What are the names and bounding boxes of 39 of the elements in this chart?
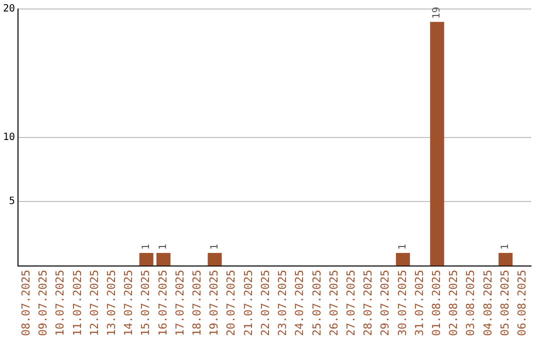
- x-tick-label: 24.07.2025: [293, 270, 306, 336]
- x-tick-label: 11.07.2025: [70, 270, 84, 336]
- x-tick-label: 12.07.2025: [88, 270, 101, 336]
- x-tick-label: 10.07.2025: [54, 270, 67, 336]
- x-tick-label: 30.07.2025: [396, 270, 409, 336]
- x-tick-label: 26.07.2025: [327, 270, 340, 336]
- x-tick-label: 05.08.2025: [498, 270, 512, 336]
- x-tick-label: 28.07.2025: [362, 270, 375, 336]
- x-tick-label: 31.07.2025: [412, 270, 426, 336]
- y-tick-label: 5: [9, 196, 16, 208]
- y-tick-label: 10: [2, 132, 16, 143]
- x-tick-label: 04.08.2025: [481, 270, 494, 336]
- x-tick-label: 13.07.2025: [104, 270, 118, 336]
- data-label: 1: [158, 244, 170, 250]
- x-tick-label: 14.07.2025: [122, 270, 136, 336]
- x-tick-label: 18.07.2025: [190, 270, 204, 336]
- x-tick-label: 27.07.2025: [344, 270, 358, 336]
- x-tick-label: 01.08.2025: [430, 270, 443, 336]
- data-label: 19: [432, 6, 443, 19]
- y-tick-label: 20: [2, 4, 16, 15]
- data-label: 1: [500, 244, 512, 250]
- x-tick-label: 20.07.2025: [224, 270, 238, 336]
- data-label: 1: [140, 244, 152, 250]
- x-tick-label: 23.07.2025: [276, 270, 290, 336]
- x-tick-label: 06.08.2025: [516, 270, 529, 336]
- x-tick-label: 21.07.2025: [242, 270, 255, 336]
- x-tick-label: 25.07.2025: [310, 270, 324, 336]
- x-tick-label: 22.07.2025: [258, 270, 272, 336]
- x-tick-label: 15.07.2025: [139, 270, 152, 336]
- x-tick-label: 08.07.2025: [19, 270, 32, 336]
- x-tick-label: 17.07.2025: [173, 270, 186, 336]
- x-tick-label: 29.07.2025: [378, 270, 392, 336]
- data-label: 1: [398, 244, 409, 250]
- x-tick-label: 03.08.2025: [464, 270, 478, 336]
- x-tick-label: 19.07.2025: [208, 270, 221, 336]
- x-tick-label: 16.07.2025: [156, 270, 170, 336]
- data-label: 1: [209, 244, 220, 250]
- x-tick-label: 02.08.2025: [447, 270, 460, 336]
- x-tick-label: 09.07.2025: [36, 270, 50, 336]
